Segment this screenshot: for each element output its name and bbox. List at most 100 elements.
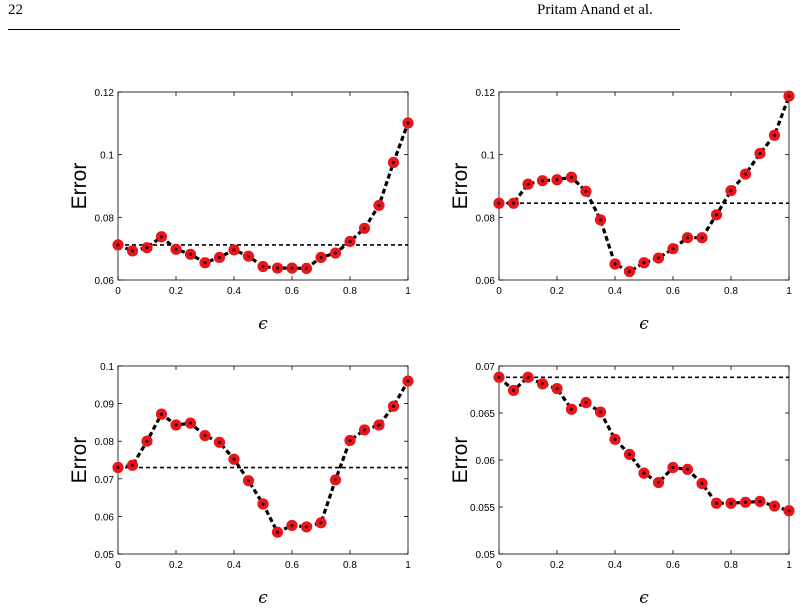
x-tick-label: 0.4 [227, 560, 241, 571]
x-axis-label: ϵ [639, 314, 649, 334]
data-point-center [569, 407, 574, 411]
data-point-center [627, 452, 632, 456]
page-header: 22 Pritam Anand et al. [0, 0, 800, 40]
data-point-center [613, 262, 617, 266]
data-point-center [787, 94, 791, 98]
data-point [652, 476, 665, 489]
data-point-center [304, 525, 309, 529]
data-point [402, 375, 414, 387]
data-point [358, 424, 371, 436]
data-point [681, 463, 694, 475]
data-point [565, 171, 578, 183]
data-point [623, 265, 636, 278]
data-point [271, 262, 284, 274]
data-point-center [377, 423, 381, 427]
data-point [594, 214, 607, 226]
data-point-center [642, 471, 646, 475]
data-point [329, 247, 342, 259]
data-point-center [145, 246, 149, 250]
data-point-center [232, 248, 236, 252]
data-point [126, 245, 139, 257]
data-point [228, 453, 240, 465]
data-point-center [511, 201, 516, 205]
data-point [507, 384, 520, 397]
y-tick-label: 0.08 [95, 213, 115, 224]
x-tick-label: 0.8 [724, 560, 738, 571]
chart-panel-3: 0 0.2 0.4 0.6 0.8 1 0.05 0.06 0.07 0.08 0.09 0.1 Err… [68, 362, 414, 608]
x-axis-label: ϵ [258, 314, 268, 334]
data-point-center [275, 530, 280, 534]
data-point [387, 400, 400, 412]
y-tick-label: 0.07 [95, 475, 115, 486]
data-point-center [685, 236, 690, 240]
plot-frame [498, 365, 790, 555]
data-point [300, 521, 313, 533]
data-point [580, 185, 592, 197]
y-axis-label: Error [68, 437, 91, 484]
data-point-center [685, 467, 690, 471]
data-point [170, 243, 182, 255]
y-tick-label: 0.05 [476, 550, 496, 561]
data-point [112, 239, 124, 251]
data-point [257, 260, 269, 273]
x-tick-label: 0.8 [724, 286, 738, 297]
data-point-center [642, 261, 646, 265]
data-point-center [145, 439, 149, 443]
data-point-center [714, 501, 719, 505]
chart-panel-2: 0 0.2 0.4 0.6 0.8 1 0.06 0.08 0.1 0.12 Error ϵ [449, 88, 795, 334]
data-point-center [598, 410, 603, 414]
data-point [667, 461, 679, 474]
data-point-center [348, 239, 352, 244]
data-point-center [188, 252, 193, 256]
running-head: Pritam Anand et al. [537, 2, 653, 18]
y-tick-label: 0.055 [470, 503, 495, 514]
chart-panel-1: 0 0.2 0.4 0.6 0.8 1 0.06 0.08 0.1 0.12 Error ϵ [68, 88, 414, 334]
data-point-center [130, 463, 135, 467]
data-point [213, 251, 226, 264]
y-tick-label: 0.07 [476, 362, 496, 373]
y-tick-label: 0.06 [476, 456, 496, 467]
data-point [112, 461, 124, 474]
x-tick-label: 0.6 [666, 286, 680, 297]
x-axis-label: ϵ [258, 588, 268, 608]
data-point-center [497, 375, 501, 379]
data-point [286, 519, 298, 532]
data-point-center [772, 504, 777, 508]
data-point-center [391, 160, 396, 165]
data-point-center [246, 254, 251, 258]
data-point-center [526, 182, 530, 186]
data-point-center [159, 235, 164, 239]
plot-frame [117, 91, 409, 281]
data-point [141, 242, 153, 254]
data-point-center [729, 189, 733, 193]
data-point-center [787, 509, 791, 513]
data-point-center [656, 480, 661, 485]
data-point-center [116, 465, 120, 470]
data-point-center [130, 249, 135, 253]
data-point-center [584, 189, 588, 193]
data-point [652, 252, 665, 264]
data-point [739, 496, 752, 508]
data-point [580, 397, 592, 409]
data-point [126, 459, 139, 471]
data-point-center [232, 457, 236, 461]
data-point-center [290, 266, 294, 270]
data-point [155, 408, 168, 420]
data-point [594, 406, 607, 418]
data-point-center [671, 247, 675, 251]
data-point [725, 185, 737, 197]
data-point-center [319, 521, 323, 525]
data-point [609, 258, 621, 270]
x-tick-label: 1 [786, 286, 792, 297]
data-point [754, 495, 766, 507]
y-tick-label: 0.08 [476, 213, 496, 224]
data-point [681, 232, 694, 244]
data-point-center [613, 437, 617, 441]
data-point [638, 467, 650, 479]
data-point-center [758, 151, 762, 156]
data-point [783, 90, 795, 102]
data-point [623, 448, 636, 460]
data-point-center [700, 481, 704, 486]
data-point [638, 257, 650, 269]
data-point [536, 378, 549, 390]
